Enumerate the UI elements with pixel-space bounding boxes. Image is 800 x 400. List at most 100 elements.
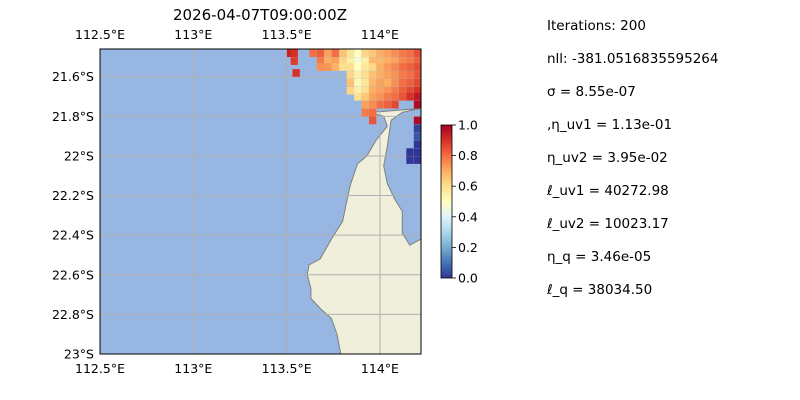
x-tick-label-top: 114°E xyxy=(361,27,399,42)
heatmap-cell xyxy=(369,79,377,87)
heatmap-cell xyxy=(346,63,354,71)
heatmap-cell xyxy=(398,63,407,71)
heatmap-cell xyxy=(384,63,392,71)
heatmap-cell xyxy=(413,86,421,95)
colorbar: 0.0 0.2 0.4 0.6 0.8 1.0 xyxy=(440,118,478,286)
heatmap-cell xyxy=(324,49,332,57)
y-tick-label: 21.6°S xyxy=(52,69,94,84)
y-tick-label: 22.2°S xyxy=(52,188,94,203)
colorbar-tick-label: 0.8 xyxy=(458,148,478,163)
heatmap-cell xyxy=(331,49,339,57)
heatmap-cell xyxy=(413,63,421,71)
param-eta-q: η_q = 3.46e-05 xyxy=(547,249,652,265)
colorbar-ticks: 0.0 0.2 0.4 0.6 0.8 1.0 xyxy=(452,118,478,286)
heatmap-cell xyxy=(292,69,300,77)
colorbar-tick-label: 0.6 xyxy=(458,179,478,194)
chart-title: 2026-04-07T09:00:00Z xyxy=(173,6,347,24)
heatmap-cell xyxy=(391,79,399,87)
heatmap-cell xyxy=(376,86,384,95)
param-eta-uv2: η_uv2 = 3.95e-02 xyxy=(547,150,668,166)
heatmap-cell xyxy=(391,86,399,95)
heatmap-cell xyxy=(361,108,369,117)
x-tick-label-top: 113.5°E xyxy=(262,27,312,42)
heatmap-cell xyxy=(406,71,414,79)
heatmap-cell xyxy=(391,92,399,101)
y-tick-label: 22.4°S xyxy=(52,228,94,243)
heatmap-cell xyxy=(413,116,421,125)
heatmap-cell xyxy=(376,49,384,57)
heatmap-cells xyxy=(286,49,421,164)
heatmap-cell xyxy=(413,140,421,149)
heatmap-cell xyxy=(354,86,362,95)
gridlines xyxy=(100,49,421,354)
heatmap-cell xyxy=(376,92,384,101)
heatmap-cell xyxy=(391,100,399,109)
heatmap-cell xyxy=(346,79,354,87)
colorbar-tick-label: 0.0 xyxy=(458,271,478,286)
heatmap-cell xyxy=(376,71,384,79)
heatmap-cell xyxy=(309,49,317,57)
x-tick-labels-top: 112.5°E 113°E 113.5°E 114°E xyxy=(75,27,399,42)
param-ell-uv2: ℓ_uv2 = 10023.17 xyxy=(547,216,669,232)
heatmap-cell xyxy=(398,92,407,101)
heatmap-cell xyxy=(406,148,414,156)
heatmap-cell xyxy=(361,79,369,87)
heatmap-cell xyxy=(376,63,384,71)
map-area xyxy=(100,49,421,354)
heatmap-cell xyxy=(354,79,362,87)
heatmap-cell xyxy=(369,49,377,57)
heatmap-cell xyxy=(406,156,414,164)
colorbar-tick-label: 0.2 xyxy=(458,240,478,255)
heatmap-cell xyxy=(286,49,295,57)
heatmap-cell xyxy=(413,79,421,87)
heatmap-cell xyxy=(406,92,414,101)
y-tick-labels: 21.6°S 21.8°S 22°S 22.2°S 22.4°S 22.6°S 22.8°S… xyxy=(52,69,94,361)
param-iterations: Iterations: 200 xyxy=(547,18,646,34)
heatmap-cell xyxy=(339,57,347,65)
y-tick-label: 22.6°S xyxy=(52,267,94,282)
heatmap-cell xyxy=(398,86,407,95)
heatmap-cell xyxy=(339,63,347,71)
heatmap-cell xyxy=(346,57,354,65)
x-tick-label-bottom: 112.5°E xyxy=(75,361,125,376)
x-tick-label-bottom: 114°E xyxy=(361,361,399,376)
y-tick-label: 22.8°S xyxy=(52,307,94,322)
param-eta-uv1: ,η_uv1 = 1.13e-01 xyxy=(547,117,673,133)
heatmap-cell xyxy=(413,92,421,101)
heatmap-cell xyxy=(384,57,392,65)
heatmap-cell xyxy=(354,57,362,65)
x-tick-labels-bottom: 112.5°E 113°E 113.5°E 114°E xyxy=(75,361,399,376)
heatmap-cell xyxy=(413,148,421,156)
heatmap-cell xyxy=(354,49,362,57)
heatmap-cell xyxy=(384,92,392,101)
heatmap-cell xyxy=(369,57,377,65)
heatmap-cell xyxy=(361,49,369,57)
heatmap-cell xyxy=(369,71,377,79)
param-ell-q: ℓ_q = 38034.50 xyxy=(547,282,653,298)
heatmap-cell xyxy=(316,63,325,71)
heatmap-cell xyxy=(413,124,421,133)
heatmap-cell xyxy=(290,49,298,57)
heatmap-cell xyxy=(413,132,421,141)
heatmap-cell xyxy=(354,92,362,101)
heatmap-cell xyxy=(361,63,369,71)
heatmap-cell xyxy=(316,57,325,65)
heatmap-cell xyxy=(324,57,332,65)
heatmap-cell xyxy=(361,57,369,65)
x-tick-label-bottom: 113.5°E xyxy=(262,361,312,376)
x-tick-label-top: 113°E xyxy=(174,27,212,42)
heatmap-cell xyxy=(376,79,384,87)
heatmap-cell xyxy=(406,49,414,57)
heatmap-cell xyxy=(369,108,377,117)
heatmap-cell xyxy=(413,57,421,65)
heatmap-cell xyxy=(391,63,399,71)
param-ell-uv1: ℓ_uv1 = 40272.98 xyxy=(547,183,669,199)
heatmap-cell xyxy=(398,49,407,57)
heatmap-cell xyxy=(369,92,377,101)
heatmap-cell xyxy=(406,63,414,71)
heatmap-cell xyxy=(361,86,369,95)
colorbar-bar xyxy=(440,124,453,279)
heatmap-cell xyxy=(331,63,339,71)
heatmap-cell xyxy=(398,71,407,79)
